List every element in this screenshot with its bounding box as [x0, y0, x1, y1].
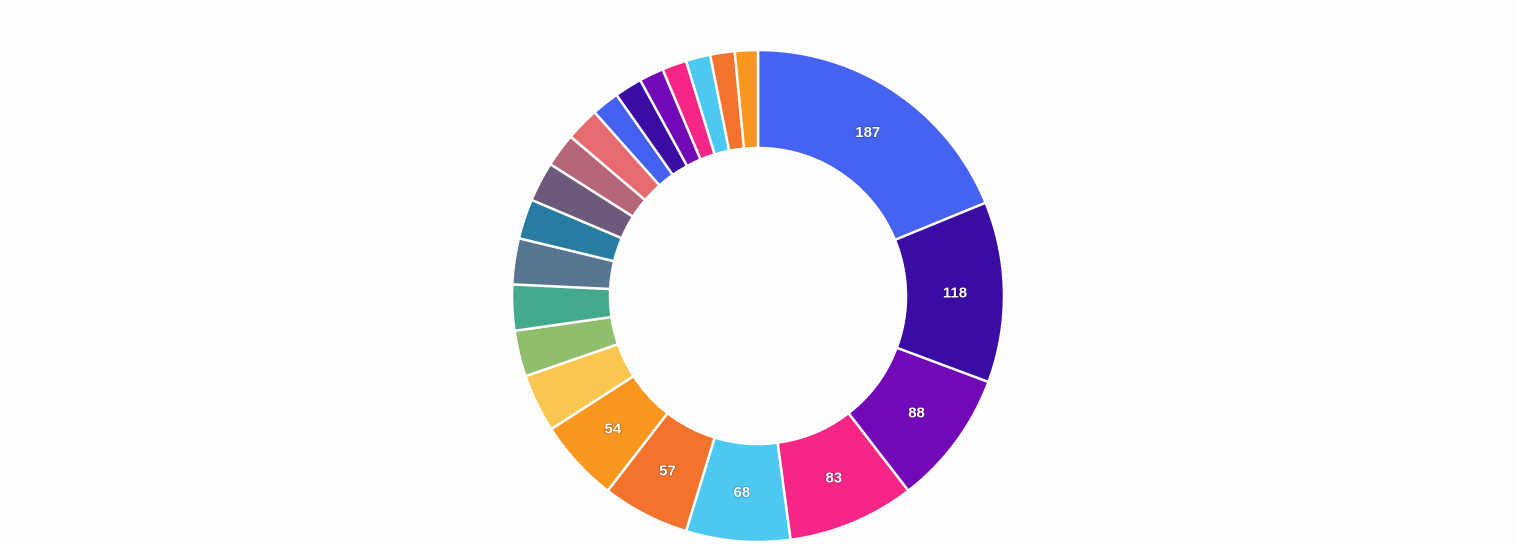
donut-slice-1[interactable] — [756, 48, 987, 242]
donut-data-labels: 187 118 88 83 68 57 54 — [604, 123, 968, 501]
donut-slice-22[interactable] — [733, 48, 760, 150]
slice-data-label-6: 57 — [659, 462, 676, 479]
slice-data-label-5: 68 — [733, 484, 750, 501]
slice-data-label-2: 118 — [943, 284, 967, 301]
donut-slices — [510, 48, 1006, 544]
slice-data-label-1: 187 — [855, 124, 880, 141]
slice-data-label-4: 83 — [825, 469, 842, 486]
slice-data-label-3: 88 — [908, 404, 925, 421]
slice-data-label-7: 54 — [605, 421, 622, 438]
